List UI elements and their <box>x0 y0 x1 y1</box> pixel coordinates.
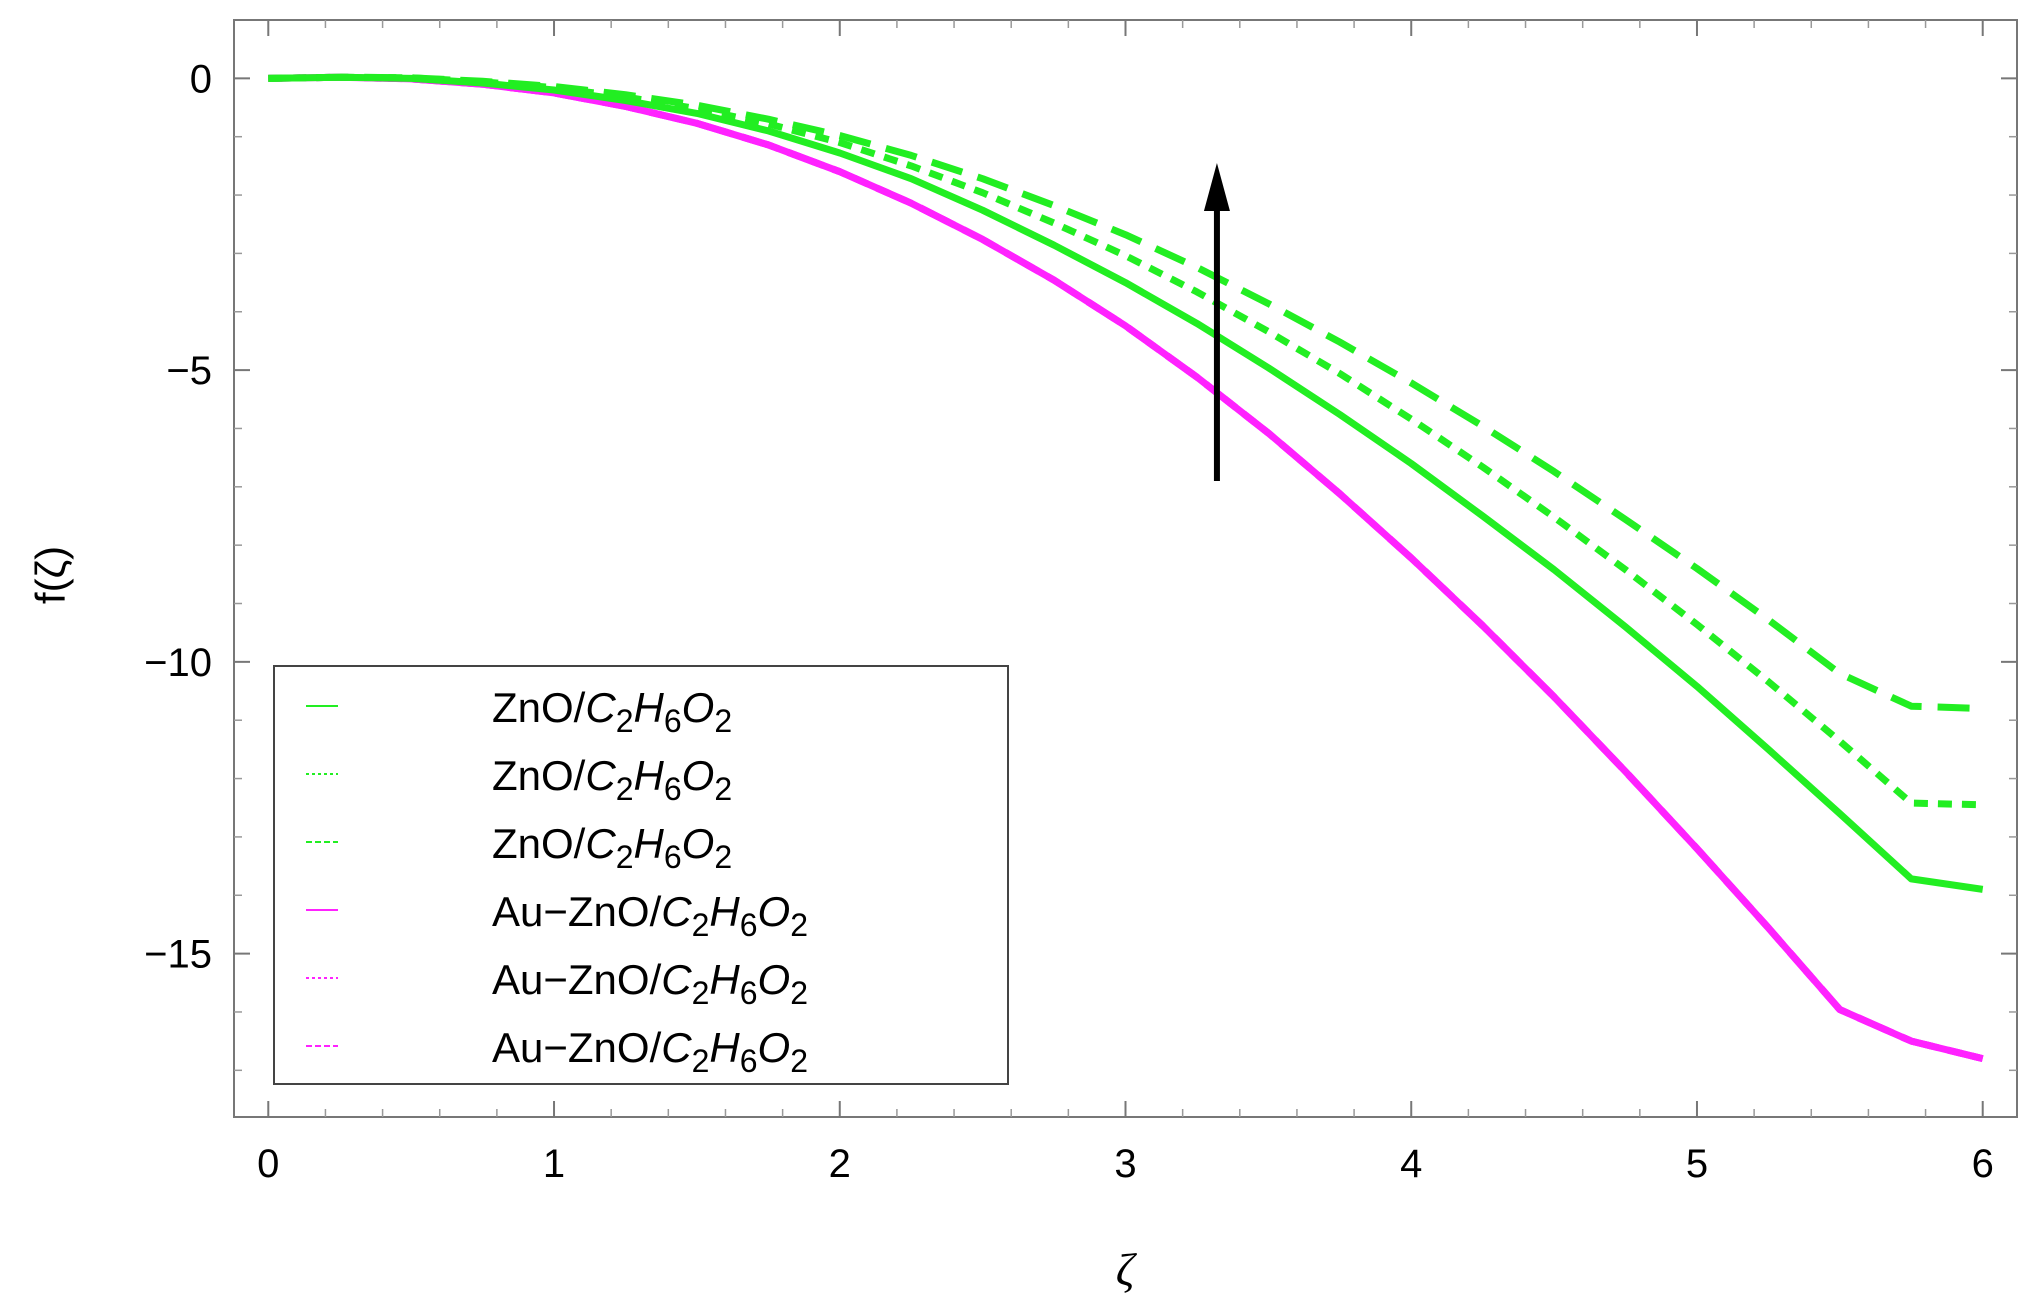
ticks: 0 1 2 3 4 5 6 0 −5 −10 −15 <box>144 20 2017 1186</box>
legend-box <box>273 665 1009 1085</box>
legend-label-4: Au−ZnO/C2H6O2 <box>492 956 808 1011</box>
y-tick-label-1: −5 <box>166 349 212 393</box>
y-tick-label-3: −15 <box>144 933 212 977</box>
y-axis-label: f(ζ) <box>27 546 74 604</box>
legend-label-5: Au−ZnO/C2H6O2 <box>492 1024 808 1079</box>
x-tick-label-0: 0 <box>257 1142 279 1186</box>
series-line-0 <box>268 73 1984 893</box>
annotations <box>1203 162 1230 481</box>
x-tick-label-1: 1 <box>543 1142 565 1186</box>
annotation-arrow-head-0 <box>1203 162 1230 211</box>
series-line-2 <box>268 73 1983 712</box>
legend-label-1: ZnO/C2H6O2 <box>492 752 732 807</box>
y-tick-label-0: 0 <box>190 57 212 101</box>
series-line-5 <box>268 73 1984 1062</box>
legend: ZnO/C2H6O2 ZnO/C2H6O2 ZnO/C2H6O2 Au−ZnO/C2H… <box>273 665 1009 1085</box>
series-lines <box>268 73 1984 1062</box>
legend-label-0: ZnO/C2H6O2 <box>492 684 732 739</box>
legend-label-2: ZnO/C2H6O2 <box>492 820 732 875</box>
legend-label-3: Au−ZnO/C2H6O2 <box>492 888 808 943</box>
series-line-1 <box>268 73 1983 809</box>
x-tick-label-4: 4 <box>1400 1142 1422 1186</box>
y-tick-label-2: −10 <box>144 641 212 685</box>
x-tick-label-3: 3 <box>1114 1142 1136 1186</box>
x-tick-label-6: 6 <box>1972 1142 1994 1186</box>
x-tick-label-2: 2 <box>829 1142 851 1186</box>
x-axis-label: ζ <box>1116 1244 1138 1295</box>
x-tick-label-5: 5 <box>1686 1142 1708 1186</box>
